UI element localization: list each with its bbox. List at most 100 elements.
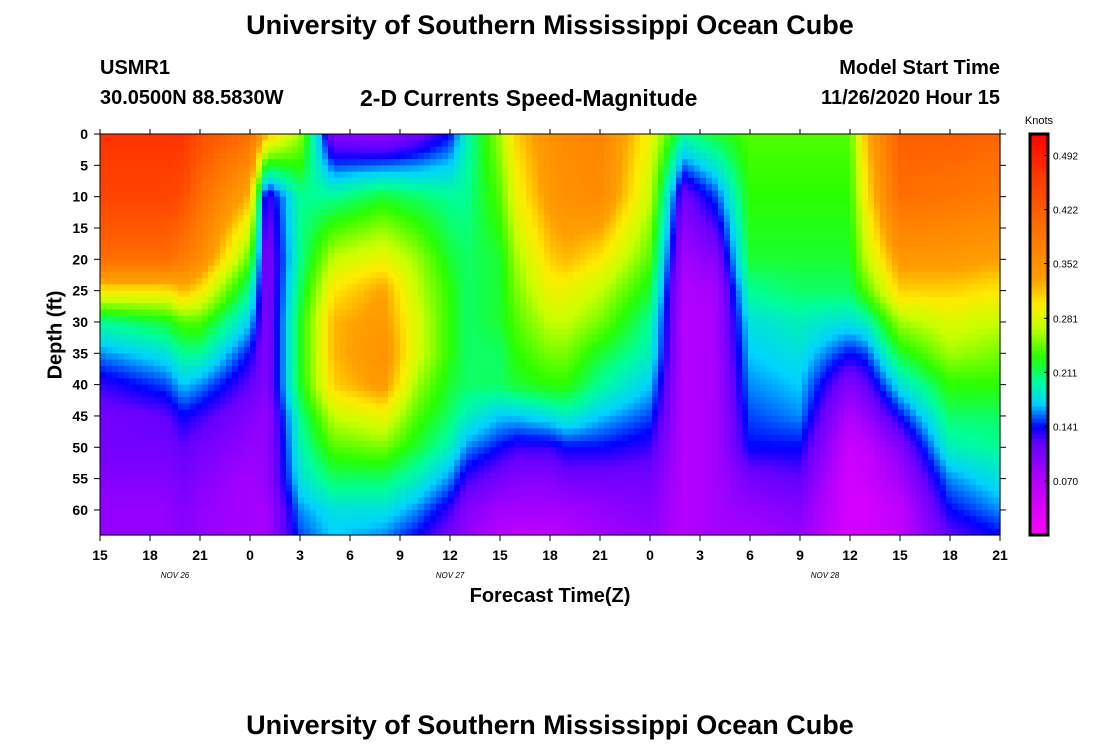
heatmap-cell [280,390,287,398]
heatmap-cell [148,309,155,317]
heatmap-cell [364,372,371,379]
heatmap-cell [334,152,341,160]
heatmap-cell [148,196,155,204]
heatmap-cell [334,403,341,411]
heatmap-cell [244,227,251,235]
heatmap-cell [442,403,449,411]
heatmap-cell [310,259,317,267]
heatmap-cell [502,434,509,442]
heatmap-cell [298,303,305,311]
heatmap-cell [196,491,203,499]
heatmap-cell [184,428,191,436]
heatmap-cell [130,466,137,473]
heatmap-cell [334,259,341,267]
heatmap-cell [472,234,479,242]
heatmap-cell [280,240,287,248]
heatmap-cell [484,522,491,530]
heatmap-cell [202,453,209,461]
heatmap-cell [172,253,179,260]
heatmap-cell [406,253,413,260]
heatmap-cell [316,516,323,524]
heatmap-cell [130,253,137,260]
heatmap-cell [406,409,413,417]
heatmap-cell [562,284,569,292]
heatmap-cell [472,503,479,511]
heatmap-cell [472,271,479,279]
heatmap-cell [358,328,365,336]
heatmap-cell [466,516,473,524]
heatmap-cell [256,334,263,342]
heatmap-cell [238,472,245,480]
heatmap-cell [118,384,125,392]
heatmap-cell [250,478,257,486]
heatmap-cell [508,415,515,423]
heatmap-cell [448,428,455,436]
heatmap-cell [292,472,299,480]
heatmap-cell [112,309,119,317]
heatmap-cell [556,190,563,198]
heatmap-cell [514,303,521,311]
heatmap-cell [166,234,173,242]
heatmap-cell [208,516,215,524]
heatmap-cell [244,152,251,160]
heatmap-cell [124,177,131,185]
heatmap-cell [100,315,107,323]
heatmap-cell [502,516,509,524]
heatmap-cell [430,196,437,204]
heatmap-cell [154,253,161,260]
heatmap-cell [124,190,131,198]
heatmap-cell [298,296,305,304]
heatmap-cell [286,146,293,154]
heatmap-cell [472,390,479,398]
heatmap-cell [502,315,509,323]
heatmap-cell [250,491,257,499]
heatmap-cell [436,353,443,361]
heatmap-cell [496,146,503,154]
heatmap-cell [346,528,353,536]
heatmap-cell [472,516,479,524]
heatmap-cell [226,290,233,298]
heatmap-cell [118,453,125,461]
heatmap-cell [268,453,275,461]
heatmap-cell [490,503,497,511]
heatmap-cell [118,390,125,398]
heatmap-cell [304,309,311,317]
heatmap-cell [166,321,173,329]
heatmap-cell [208,365,215,373]
heatmap-cell [502,190,509,198]
heatmap-cell [274,290,281,298]
heatmap-cell [550,271,557,279]
heatmap-cell [304,359,311,367]
heatmap-cell [532,284,539,292]
heatmap-cell [352,516,359,524]
heatmap-cell [328,397,335,405]
heatmap-cell [148,441,155,448]
heatmap-cell [436,265,443,273]
heatmap-cell [472,177,479,185]
heatmap-cell [424,227,431,235]
heatmap-cell [406,159,413,166]
heatmap-cell [394,221,401,229]
heatmap-cell [220,259,227,267]
heatmap-cell [526,171,533,179]
heatmap-cell [142,278,149,285]
heatmap-cell [142,415,149,423]
heatmap-cell [268,315,275,323]
heatmap-cell [196,190,203,198]
heatmap-cell [280,422,287,430]
heatmap-cell [322,209,329,217]
heatmap-cell [376,165,383,173]
heatmap-cell [520,315,527,323]
heatmap-cell [178,447,185,455]
heatmap-cell [448,190,455,198]
heatmap-cell [322,134,329,141]
heatmap-cell [346,227,353,235]
heatmap-cell [514,171,521,179]
heatmap-cell [490,134,497,141]
heatmap-cell [466,265,473,273]
heatmap-cell [562,522,569,530]
heatmap-cell [478,466,485,473]
heatmap-cell [112,227,119,235]
heatmap-cell [196,227,203,235]
heatmap-cell [190,227,197,235]
